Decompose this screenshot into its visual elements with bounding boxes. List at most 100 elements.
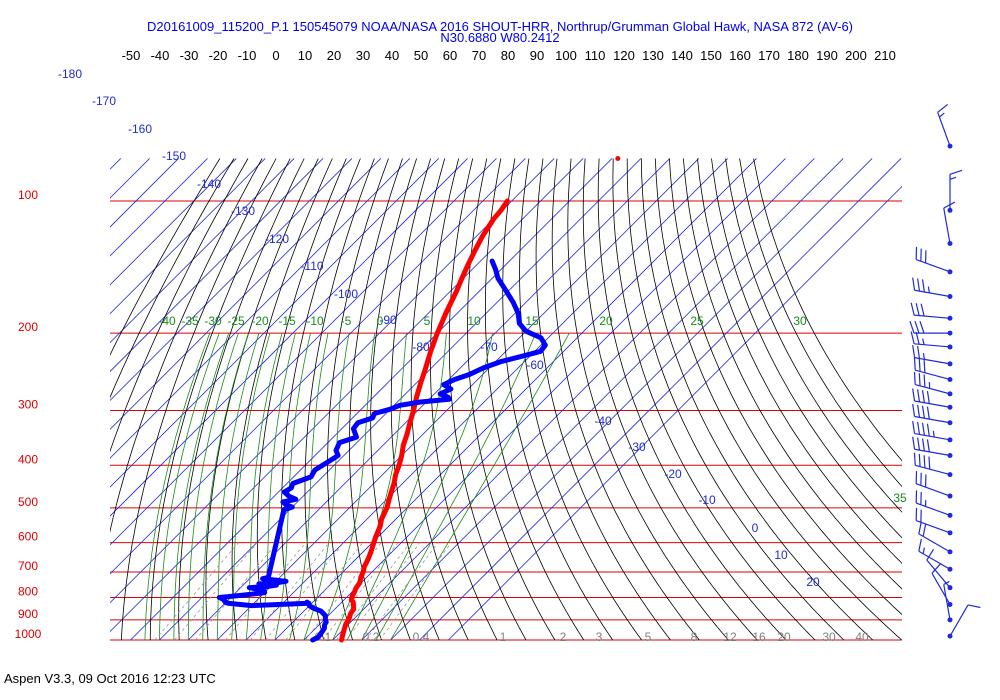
x-tick-label: 130 [642,48,664,63]
wind-barb [912,277,953,299]
pressure-label: 1000 [15,627,42,641]
dry-adiabat [640,158,874,641]
mixing-ratio-label: 3 [596,630,603,644]
software-version: Aspen V3.3, 09 Oct 2016 12:23 UTC [4,671,216,686]
adiabat-label: -5 [341,314,352,328]
x-tick-label: 20 [327,48,341,63]
wind-barb [915,490,953,518]
x-tick-label: 90 [530,48,544,63]
mixing-ratio-line [346,542,421,641]
isotherm-label: 20 [806,575,820,589]
wind-barb [943,580,953,623]
dry-adiabat [121,158,277,641]
pressure-label: 100 [18,188,38,202]
wind-barb [937,103,953,149]
saturated-adiabat [260,333,296,641]
x-tick-label: 110 [585,48,606,63]
mixing-ratio-label: 12 [723,630,737,644]
wind-barb [913,357,953,382]
saturated-adiabat [173,333,230,641]
data-point [615,155,621,161]
isotherm-label: -80 [412,340,430,354]
x-tick-label: 160 [729,48,751,63]
isotherm-line [110,158,584,633]
dry-adiabat [502,158,614,641]
wind-barbs [909,103,981,639]
pressure-label: 600 [18,530,38,544]
chart-title: D20161009_115200_P.1 150545079 NOAA/NASA… [147,19,853,34]
wind-barb [915,471,953,499]
pressure-label: 800 [18,584,38,598]
mixing-ratio-label: 5 [645,630,652,644]
dry-adiabat [327,158,389,641]
wind-barb [931,563,953,607]
data-point [304,599,310,605]
isotherm-label: -150 [162,149,186,163]
isotherm-line [110,158,411,459]
isotherm-label: -30 [628,440,646,454]
isotherm-label: -10 [698,493,716,507]
dry-adiabat [567,158,729,641]
adiabat-label: 15 [525,314,539,328]
adiabat-label: 35 [893,491,907,505]
wind-barb [912,436,953,459]
dry-adiabat [467,158,556,641]
isotherm-label: -170 [92,94,116,108]
adiabat-label: 10 [467,314,481,328]
wind-barb [918,538,953,572]
isotherm-line [274,158,757,641]
x-tick-label: 170 [758,48,780,63]
wind-barb [918,521,953,555]
wind-barb [912,403,953,426]
x-tick-label: 70 [472,48,486,63]
mixing-ratio-label: 1 [500,630,507,644]
x-tick-label: 100 [555,48,577,63]
mixing-ratio-label: 16 [752,630,766,644]
adiabat-label: -10 [306,314,324,328]
isotherm-label: -20 [664,467,682,481]
isotherm-line [110,158,208,257]
dry-adiabat [519,158,642,641]
mixing-ratio-line [265,542,344,641]
dry-adiabat [110,158,263,534]
wind-barb [943,201,956,247]
wind-barb [909,320,953,336]
saturated-adiabat [159,333,220,640]
saturated-adiabat [289,333,329,641]
x-tick-label: 50 [414,48,428,63]
isotherm-line [110,158,555,604]
isotherm-line [332,158,815,641]
mixing-ratio-label: 8 [691,630,698,644]
adiabat-label: 30 [793,314,807,328]
dry-adiabat [669,158,902,616]
wind-barb [913,371,953,397]
dry-adiabat [654,158,902,641]
isotherm-label: -60 [526,358,544,372]
wind-barb [947,169,963,213]
x-tick-label: 120 [613,48,635,63]
wind-barb [915,246,953,275]
dry-adiabat [697,158,902,564]
x-tick-label: -40 [151,48,170,63]
saturated-adiabat [231,333,271,640]
isotherm-label: -160 [128,122,152,136]
saturated-adiabat [375,333,536,641]
dry-adiabat [597,158,787,641]
isotherm-line [419,158,902,641]
isotherm-line [216,158,700,641]
isotherm-line [159,158,642,641]
mixing-ratio-line [365,542,439,641]
dry-adiabat [110,158,235,399]
x-tick-label: 210 [874,48,896,63]
dry-adiabat [739,158,902,488]
adiabat-label: -30 [204,314,222,328]
saturated-adiabat [216,333,260,640]
pressure-label: 700 [18,559,38,573]
chart-location: N30.6880 W80.2412 [440,30,560,45]
mixing-ratio-label: 30 [822,630,836,644]
dry-adiabat [430,158,498,641]
isotherm-line [110,158,295,344]
isotherm-line [390,158,873,641]
isotherm-label: -90 [379,313,397,327]
pressure-label: 300 [18,397,38,411]
